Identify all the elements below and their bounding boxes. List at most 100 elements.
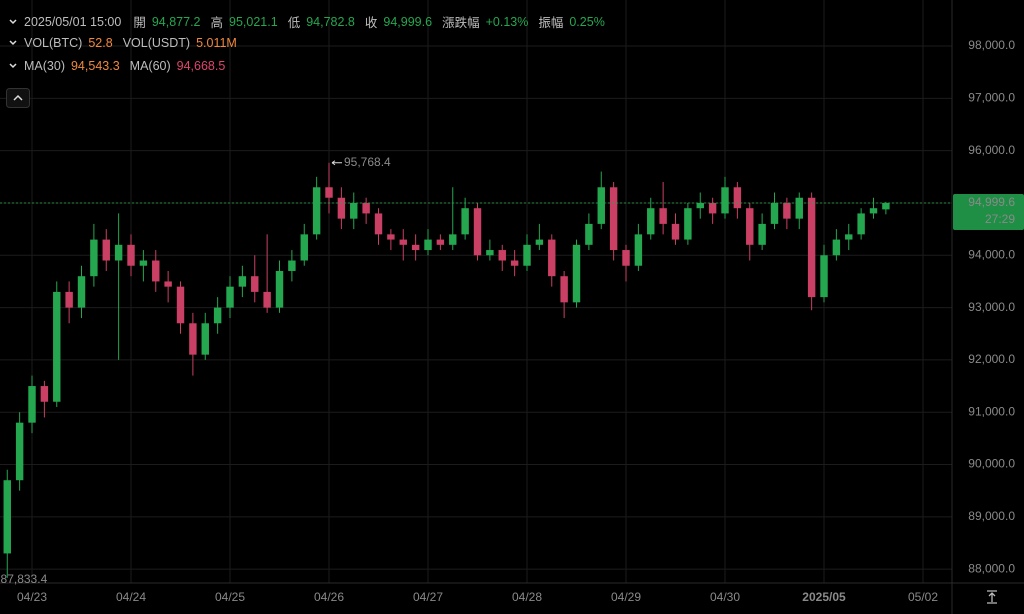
candle-body — [189, 323, 197, 355]
reset-icon[interactable] — [984, 589, 1000, 605]
candle-body — [585, 223, 593, 245]
x-tick-label: 2025/05 — [802, 590, 846, 604]
candle-body — [362, 202, 370, 214]
candle-body — [486, 250, 494, 256]
x-tick-label: 04/23 — [17, 590, 47, 604]
x-tick-label: 04/25 — [215, 590, 245, 604]
y-tick-label: 97,000.0 — [968, 91, 1015, 105]
y-tick-label: 98,000.0 — [968, 38, 1015, 52]
y-tick-label: 91,000.0 — [968, 404, 1015, 418]
y-tick-label: 96,000.0 — [968, 143, 1015, 157]
candle-body — [758, 223, 766, 245]
value: +0.13% — [485, 14, 529, 29]
candle-body — [226, 286, 234, 308]
candle-body — [659, 208, 667, 224]
candle-body — [733, 187, 742, 209]
x-tick-label: 04/27 — [413, 590, 443, 604]
label: MA(30) — [24, 59, 65, 73]
candle-body — [40, 386, 49, 402]
candle-body — [510, 260, 519, 266]
candle-body — [560, 276, 568, 303]
last-price-tag — [953, 193, 1024, 230]
min-label: 87,833.4 — [1, 572, 48, 586]
label: 振幅 — [538, 16, 564, 30]
label: MA(60) — [129, 59, 171, 73]
candle-body — [114, 244, 123, 261]
candle-body — [609, 187, 618, 251]
candle-body — [746, 208, 754, 245]
candle-body — [387, 234, 395, 240]
collapse-icon[interactable] — [8, 61, 18, 71]
time: 2025/05/01 15:00 — [24, 14, 122, 29]
candle-body — [201, 323, 209, 355]
label: 低 — [287, 16, 301, 30]
value: 0.25% — [569, 14, 605, 29]
candle-body — [832, 239, 841, 256]
candle-body — [90, 239, 98, 277]
candle-body — [288, 260, 296, 271]
candle-body — [263, 291, 271, 308]
label: VOL(USDT) — [122, 36, 191, 50]
ma-row: MA(30) 94,543.3 MA(60) 94,668.5 — [8, 59, 229, 73]
expand-button[interactable] — [6, 88, 30, 108]
max-label: 95,768.4 — [344, 155, 391, 169]
y-tick-label: 92,000.0 — [968, 352, 1015, 366]
candle-body — [708, 202, 717, 214]
candle-body — [399, 239, 407, 245]
candle-body — [807, 197, 816, 298]
label: 高 — [210, 16, 224, 30]
y-tick-label: 90,000.0 — [968, 457, 1015, 471]
candle-body — [350, 202, 358, 219]
label: 收 — [364, 16, 378, 30]
candle-body — [300, 234, 308, 261]
candle-body — [312, 187, 321, 235]
x-tick-label: 04/29 — [611, 590, 641, 604]
y-tick-label: 88,000.0 — [968, 561, 1015, 575]
countdown: 27:29 — [985, 212, 1015, 226]
candle-body — [498, 250, 506, 261]
candle-body — [424, 239, 432, 251]
candle-body — [238, 276, 247, 287]
candle-body — [721, 187, 729, 214]
candle-body — [164, 281, 172, 287]
candle-body — [857, 213, 865, 235]
candle-body — [783, 202, 791, 219]
value: 94,782.8 — [306, 14, 355, 29]
x-tick-label: 04/28 — [512, 590, 542, 604]
candle-body — [251, 276, 259, 292]
x-tick-label: 04/26 — [314, 590, 344, 604]
value: 94,877.2 — [151, 14, 201, 29]
candle-body — [102, 239, 110, 261]
collapse-icon[interactable] — [8, 38, 18, 48]
candle-body — [597, 187, 605, 224]
max-arrow — [331, 160, 343, 166]
candle-body — [139, 260, 148, 266]
candle-body — [820, 255, 828, 298]
candle-body — [213, 307, 222, 324]
candle-body — [461, 208, 469, 235]
candle-body — [275, 270, 284, 308]
candle-body — [696, 202, 704, 209]
y-tick-label: 93,000.0 — [968, 300, 1015, 314]
candle-body — [15, 422, 24, 481]
value: 5.011M — [196, 36, 237, 50]
candle-body — [325, 187, 333, 198]
label: 漲跌幅 — [442, 16, 480, 30]
candle-body — [770, 202, 779, 224]
value: 94,999.6 — [383, 14, 433, 29]
candle-body — [548, 239, 556, 277]
y-tick-label: 89,000.0 — [968, 509, 1015, 523]
candle-body — [684, 208, 692, 240]
ohlc-row: 2025/05/01 15:00 開 94,877.2 高 95,021.1 低 94… — [8, 12, 609, 31]
candle-body — [127, 244, 135, 266]
candle-body — [152, 260, 160, 282]
candle-body — [65, 291, 73, 308]
candle-body — [671, 223, 680, 240]
value: 94,668.5 — [176, 59, 226, 73]
collapse-icon[interactable] — [8, 17, 18, 27]
candle-body — [176, 286, 185, 324]
value: 95,021.1 — [229, 14, 278, 29]
candle-body — [634, 234, 643, 266]
value: 52.8 — [88, 36, 113, 50]
